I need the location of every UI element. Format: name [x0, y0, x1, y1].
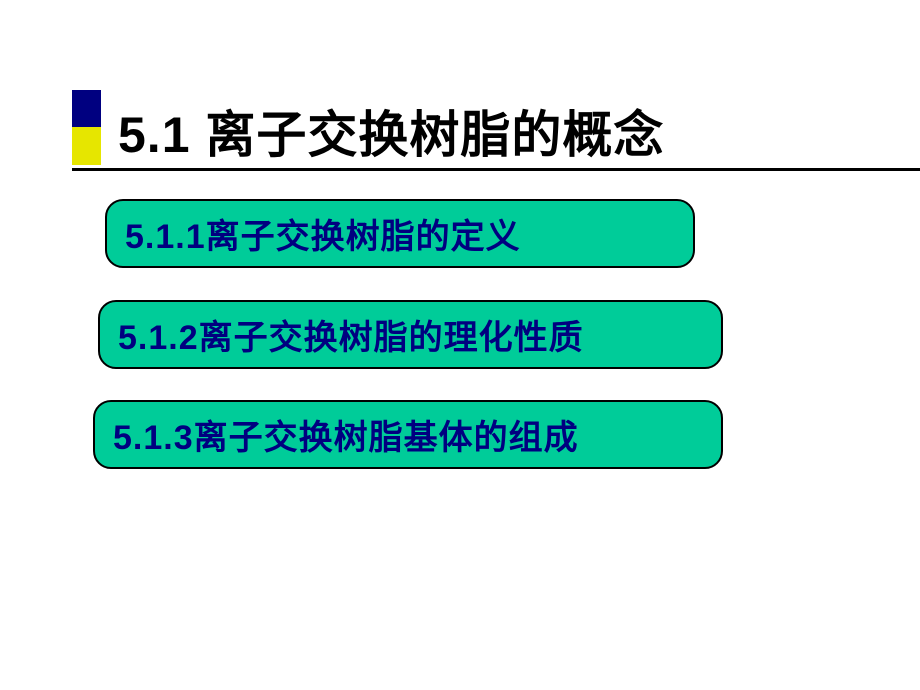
- section-box-2: 5.1.2离子交换树脂的理化性质: [98, 300, 723, 369]
- accent-top-bar: [72, 90, 101, 127]
- accent-bottom-bar: [72, 127, 101, 165]
- section-box-3: 5.1.3离子交换树脂基体的组成: [93, 400, 723, 469]
- section-box-1: 5.1.1离子交换树脂的定义: [105, 199, 695, 268]
- slide-title: 5.1 离子交换树脂的概念: [118, 95, 664, 167]
- title-underline: [72, 168, 920, 171]
- title-accent: [72, 90, 101, 165]
